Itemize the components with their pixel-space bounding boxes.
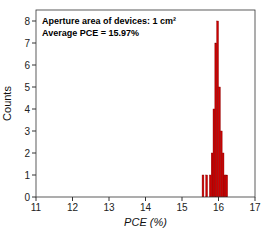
x-tick-label: 11 (31, 202, 42, 213)
histogram-bar (224, 175, 226, 197)
x-tick (255, 197, 256, 201)
histogram-bar (219, 87, 221, 197)
y-tick-label: 1 (24, 170, 30, 181)
y-tick-label: 7 (24, 38, 30, 49)
y-tick (32, 131, 36, 132)
x-tick (218, 197, 219, 201)
y-tick (32, 109, 36, 110)
x-tick-label: 14 (140, 202, 152, 213)
x-tick-label: 17 (249, 202, 261, 213)
y-tick (32, 197, 36, 198)
x-axis-label: PCE (%) (124, 216, 167, 228)
y-tick (32, 43, 36, 44)
x-tick (145, 197, 146, 201)
y-tick (32, 65, 36, 66)
x-tick-label: 16 (213, 202, 225, 213)
x-tick (72, 197, 73, 201)
histogram-bar (206, 175, 208, 197)
y-tick (32, 153, 36, 154)
chart-container: 11121314151617012345678PCE (%)CountsAper… (0, 0, 265, 231)
histogram-bar (213, 109, 215, 197)
chart-svg: 11121314151617012345678PCE (%)CountsAper… (0, 0, 265, 231)
y-tick-label: 2 (24, 148, 30, 159)
x-tick (109, 197, 110, 201)
y-axis: 0 1 2 3 4 5 6 7 8 (24, 16, 36, 203)
histogram-bar (209, 175, 211, 197)
x-axis: 11 12 13 14 15 16 17 (31, 197, 261, 213)
histogram-bar (215, 43, 217, 197)
histogram-bar (202, 175, 204, 197)
y-tick-label: 8 (24, 16, 30, 27)
x-tick (182, 197, 183, 201)
annotation: Aperture area of devices: 1 cm² (42, 16, 176, 26)
x-tick-label: 13 (103, 202, 115, 213)
annotations: Aperture area of devices: 1 cm² Average P… (42, 16, 176, 38)
y-tick (32, 21, 36, 22)
y-tick-label: 4 (24, 104, 30, 115)
y-tick-label: 0 (24, 192, 30, 203)
y-tick-label: 5 (24, 82, 30, 93)
x-tick (36, 197, 37, 201)
bars (202, 21, 228, 197)
histogram-bar (217, 21, 219, 197)
histogram-bar (226, 175, 228, 197)
histogram-bar (211, 153, 213, 197)
histogram-bar (222, 153, 224, 197)
y-tick-label: 6 (24, 60, 30, 71)
y-tick-label: 3 (24, 126, 30, 137)
plot-frame (36, 10, 255, 197)
x-tick-label: 15 (176, 202, 188, 213)
y-axis-label: Counts (1, 86, 13, 121)
y-tick (32, 87, 36, 88)
x-tick-label: 12 (67, 202, 79, 213)
histogram-bar (220, 131, 222, 197)
y-tick (32, 175, 36, 176)
annotation: Average PCE = 15.97% (42, 28, 139, 38)
